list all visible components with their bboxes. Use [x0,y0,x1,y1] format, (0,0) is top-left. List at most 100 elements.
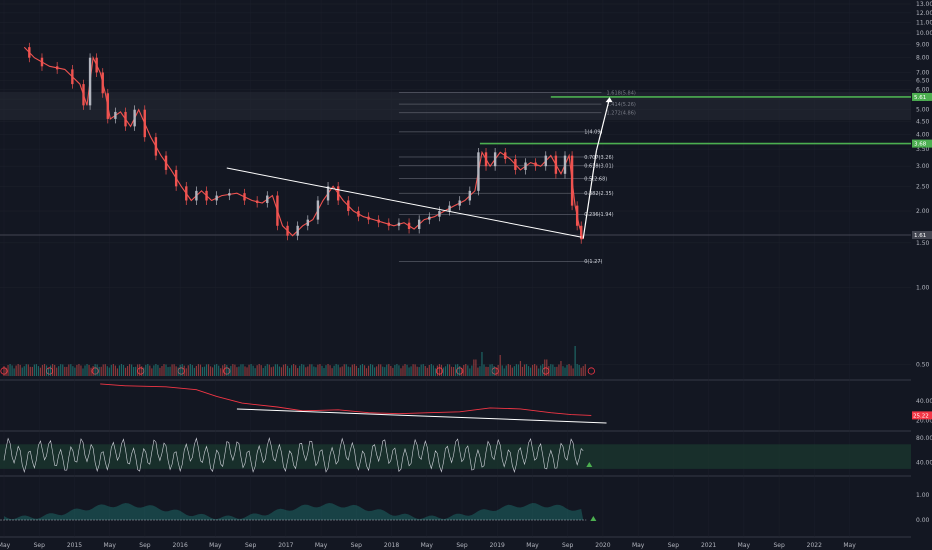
volume-bar [86,364,88,376]
earnings-marker-icon[interactable] [587,367,595,375]
volume-bar [351,364,353,376]
volume-bar [167,367,169,376]
candle-body [524,162,527,170]
x-tick-label: Sep [456,542,468,549]
volume-bar [299,365,301,376]
candle-body [276,195,279,226]
volume-bar [191,365,193,376]
indicator-1-y-tick: 20.00 [916,417,932,424]
volume-bar [544,359,546,376]
candle-body [575,205,579,226]
volume-bar [532,364,534,376]
y-axis[interactable]: 13.00 12.00 11.00 10.00 9.00 8.00 7.00 6.50 6.00… [912,1,932,524]
volume-bar [481,352,483,376]
volume-bar [35,364,38,376]
volume-bar [331,368,333,376]
volume-bar [106,366,108,376]
volume-bar [550,364,552,376]
volume-bar [17,364,19,376]
candle-body [367,216,370,220]
candle-body [448,205,451,212]
buy-signal-arrow-icon[interactable] [586,462,593,467]
candle-body [71,69,74,85]
projection-arrow-2[interactable] [595,97,611,151]
volume-bar [305,367,307,376]
candle-body [28,47,31,58]
volume-bar [511,367,513,376]
candle-body [397,222,401,226]
y-tick-label: 9.00 [916,42,930,49]
indicator-pane-1[interactable] [100,383,607,424]
volume-bar [108,367,110,376]
volume-bar [357,367,360,376]
volume-bars [3,346,586,376]
candle-body [101,72,104,94]
candle-body [195,190,198,201]
candle-body [124,111,127,127]
volume-bar [572,368,574,376]
volume-bar [151,368,153,376]
indicator-value-tag: 25.22 [913,413,929,419]
volume-bar [388,364,390,376]
volume-bar [246,367,248,376]
projection-arrow-1[interactable] [582,150,597,239]
volume-bar [436,365,439,376]
volume-bar [104,364,106,376]
volume-bar [205,364,208,376]
indicator-pane-3[interactable] [0,503,597,521]
volume-bar [444,366,447,376]
volume-bar [455,364,457,376]
volume-bar [495,367,497,376]
volume-bar [139,364,141,376]
candle-body [438,211,441,217]
volume-bar [185,368,187,376]
volume-bar [49,365,52,376]
price-tag-box [912,92,932,101]
volume-bar [143,367,145,376]
volume-bar [13,368,15,376]
volume-bar [396,364,398,376]
indicator-3-y-tick: 1.00 [916,492,930,499]
candle-body [106,93,109,119]
volume-bar [88,364,90,376]
volume-bar [477,367,479,376]
oscillator-band [0,444,911,469]
price-tag-label: 3.68 [914,142,927,148]
candle-body [563,155,567,174]
y-tick-label: 4.50 [916,118,930,125]
volume-bar [301,364,303,376]
indicator-pane-2[interactable] [0,437,911,474]
volume-bar [212,367,214,376]
x-tick-label: 2018 [384,542,399,549]
volume-bar [556,366,558,376]
volume-bar [7,364,9,376]
candle-body [82,84,85,106]
indicator-line[interactable] [100,383,592,416]
volume-bar [112,364,114,376]
volume-bar [232,364,234,376]
volume-bar [288,368,291,376]
indicator-trend-line[interactable] [236,408,607,424]
oscillator-line[interactable] [3,437,584,474]
volume-bar [386,364,388,376]
volume-bar [96,364,98,376]
volume-bar [163,364,165,376]
x-tick-label: 2019 [490,542,505,549]
volume-bar [153,365,155,376]
volume-bar [64,366,66,376]
volume-bar [493,366,495,376]
x-tick-label: Sep [562,542,574,549]
volume-bar [189,364,191,376]
volume-bar [560,361,562,376]
trend-line[interactable] [226,167,582,238]
x-axis[interactable]: May Sep 2015 May Sep 2016 May Sep 2017 May Sep 2018… [0,542,856,549]
volume-bar [54,364,56,376]
volume-bar [147,364,149,376]
volume-bar [58,366,60,376]
price-pane[interactable]: 0(1.27) 0.236(1.94) 0.382(2.35) 0.5(2.68) 0.… [0,42,911,375]
volume-bar [422,364,424,376]
buy-signal-arrow-icon[interactable] [590,516,597,521]
fib-level-label: 0.618(3.01) [584,164,613,170]
y-tick-label: 6.00 [916,87,930,94]
